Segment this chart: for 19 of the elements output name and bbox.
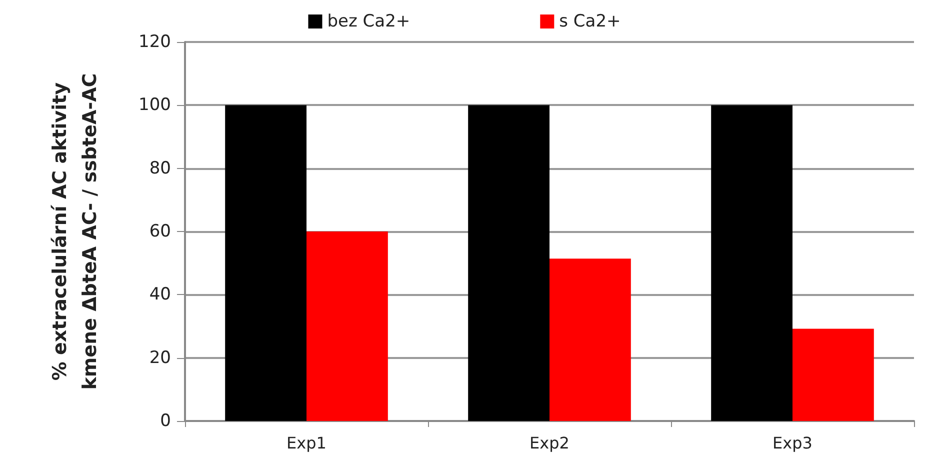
y-tick-label: 100	[138, 95, 171, 116]
y-tick-label: 120	[138, 32, 171, 52]
y-tick-label: 80	[149, 158, 171, 178]
y-tick-label: 20	[149, 348, 171, 368]
x-tick-label: Exp1	[286, 434, 326, 452]
bar	[792, 328, 874, 421]
legend-label: s Ca2+	[559, 12, 621, 32]
bar	[550, 258, 631, 421]
y-tick-label: 0	[160, 411, 171, 431]
bar	[306, 232, 388, 421]
bar	[468, 105, 550, 421]
x-tick-label: Exp3	[772, 434, 812, 452]
y-axis-title: % extracelulární AC aktivity kmene ΔbteA AC- / ssbteA-AC	[49, 73, 101, 390]
bar	[711, 105, 792, 421]
x-tick-label: Exp2	[530, 434, 570, 452]
y-tick-label: 40	[149, 284, 171, 305]
y-tick-label: 60	[149, 222, 171, 242]
legend-label: bez Ca2+	[327, 12, 410, 32]
bar	[225, 105, 306, 421]
